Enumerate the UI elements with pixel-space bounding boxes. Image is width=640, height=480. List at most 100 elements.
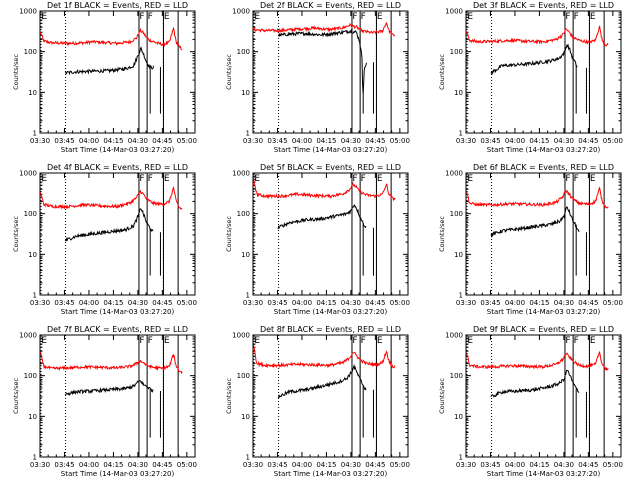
interval-marker-label: F [574,336,579,346]
interval-marker-label: E [377,336,383,346]
x-axis-label: Start Time (14-Mar-03 03:27:20) [274,146,388,154]
interval-marker-label: E [41,336,47,346]
x-axis-label: Start Time (14-Mar-03 03:27:20) [487,470,601,478]
panel-title: Det 4f BLACK = Events, RED = LLD [47,163,188,172]
events-series-line [64,208,154,242]
plot-frame [252,172,409,296]
events-series-line [490,206,580,239]
y-tick-label: 1000 [19,170,37,178]
x-tick-label: 04:30 [341,137,361,145]
y-axis-label: Counts/sec [438,216,446,252]
x-tick-label: 04:00 [79,299,99,307]
interval-marker-label: F [148,12,153,22]
x-tick-label: 04:30 [128,461,148,469]
interval-marker-label: F [565,12,570,22]
x-tick-label: 04:15 [529,137,549,145]
y-tick-label: 1000 [445,170,463,178]
x-tick-label: 03:30 [456,137,476,145]
events-series-line [490,369,580,398]
y-tick-label: 1 [459,292,463,300]
panel-det-5f: Det 5f BLACK = Events, RED = LLD 1 10 100 10… [225,163,410,316]
panel-title: Det 2f BLACK = Events, RED = LLD [260,1,401,10]
interval-marker-label: E [590,12,596,22]
y-tick-label: 1 [246,130,250,138]
plot-frame [39,172,196,296]
x-tick-label: 04:45 [365,137,385,145]
y-tick-label: 100 [237,210,250,218]
x-tick-label: 04:45 [152,299,172,307]
interval-marker-label: E [467,174,473,184]
x-tick-label: 03:45 [480,461,500,469]
interval-marker-label: E [41,174,47,184]
interval-marker-label: E [254,12,260,22]
x-tick-label: 03:30 [30,461,50,469]
interval-marker-label: F [352,12,357,22]
interval-marker-label: F [139,12,144,22]
interval-marker-label: F [139,336,144,346]
lld-series-line [40,352,183,375]
x-tick-label: 03:30 [243,299,263,307]
interval-marker-label: F [361,12,366,22]
interval-marker-label: E [164,12,170,22]
x-tick-label: 05:00 [390,299,410,307]
x-tick-label: 04:45 [578,461,598,469]
x-tick-label: 04:15 [529,461,549,469]
y-tick-label: 1000 [232,170,250,178]
y-tick-label: 10 [241,413,250,421]
x-tick-label: 04:15 [103,461,123,469]
y-tick-label: 10 [454,251,463,259]
y-tick-label: 100 [237,48,250,56]
x-tick-label: 04:30 [554,461,574,469]
y-tick-label: 1000 [232,8,250,16]
y-tick-label: 1 [459,130,463,138]
panel-title: Det 7f BLACK = Events, RED = LLD [47,325,188,334]
x-tick-label: 03:45 [54,461,74,469]
x-tick-label: 04:15 [103,299,123,307]
x-tick-label: 04:15 [316,137,336,145]
x-tick-label: 03:30 [243,461,263,469]
x-tick-label: 03:30 [30,299,50,307]
y-tick-label: 100 [24,48,37,56]
x-axis-label: Start Time (14-Mar-03 03:27:20) [61,470,175,478]
x-tick-label: 04:45 [578,137,598,145]
plot-frame [39,10,196,134]
x-tick-label: 04:00 [505,461,525,469]
plot-frame [465,10,622,134]
x-tick-label: 04:30 [128,137,148,145]
x-tick-label: 05:00 [177,299,197,307]
x-tick-label: 04:15 [316,299,336,307]
y-axis-label: Counts/sec [12,378,20,414]
x-tick-label: 03:45 [267,299,287,307]
lld-series-line [466,350,609,372]
x-tick-label: 03:45 [267,461,287,469]
x-axis-label: Start Time (14-Mar-03 03:27:20) [487,146,601,154]
interval-marker-label: E [467,336,473,346]
x-tick-label: 05:00 [603,137,623,145]
y-axis-label: Counts/sec [438,378,446,414]
y-tick-label: 100 [450,48,463,56]
panel-title: Det 6f BLACK = Events, RED = LLD [473,163,614,172]
panel-det-6f: Det 6f BLACK = Events, RED = LLD 1 10 100 10… [438,163,623,316]
x-tick-label: 04:45 [365,299,385,307]
events-series-line [64,46,154,76]
y-axis-label: Counts/sec [12,54,20,90]
y-tick-label: 10 [28,413,37,421]
x-axis-label: Start Time (14-Mar-03 03:27:20) [274,470,388,478]
interval-marker-label: E [164,174,170,184]
x-tick-label: 05:00 [177,461,197,469]
interval-marker-label: E [164,336,170,346]
x-axis-label: Start Time (14-Mar-03 03:27:20) [274,308,388,316]
events-series-line [277,204,367,230]
y-axis-label: Counts/sec [12,216,20,252]
x-tick-label: 05:00 [177,137,197,145]
x-tick-label: 04:30 [341,299,361,307]
x-tick-label: 04:15 [529,299,549,307]
interval-marker-label: F [148,336,153,346]
interval-marker-label: E [254,174,260,184]
interval-marker-label: F [352,336,357,346]
interval-marker-label: E [467,12,473,22]
interval-marker-label: E [254,336,260,346]
panel-title: Det 1f BLACK = Events, RED = LLD [47,1,188,10]
events-series-line [277,28,367,94]
